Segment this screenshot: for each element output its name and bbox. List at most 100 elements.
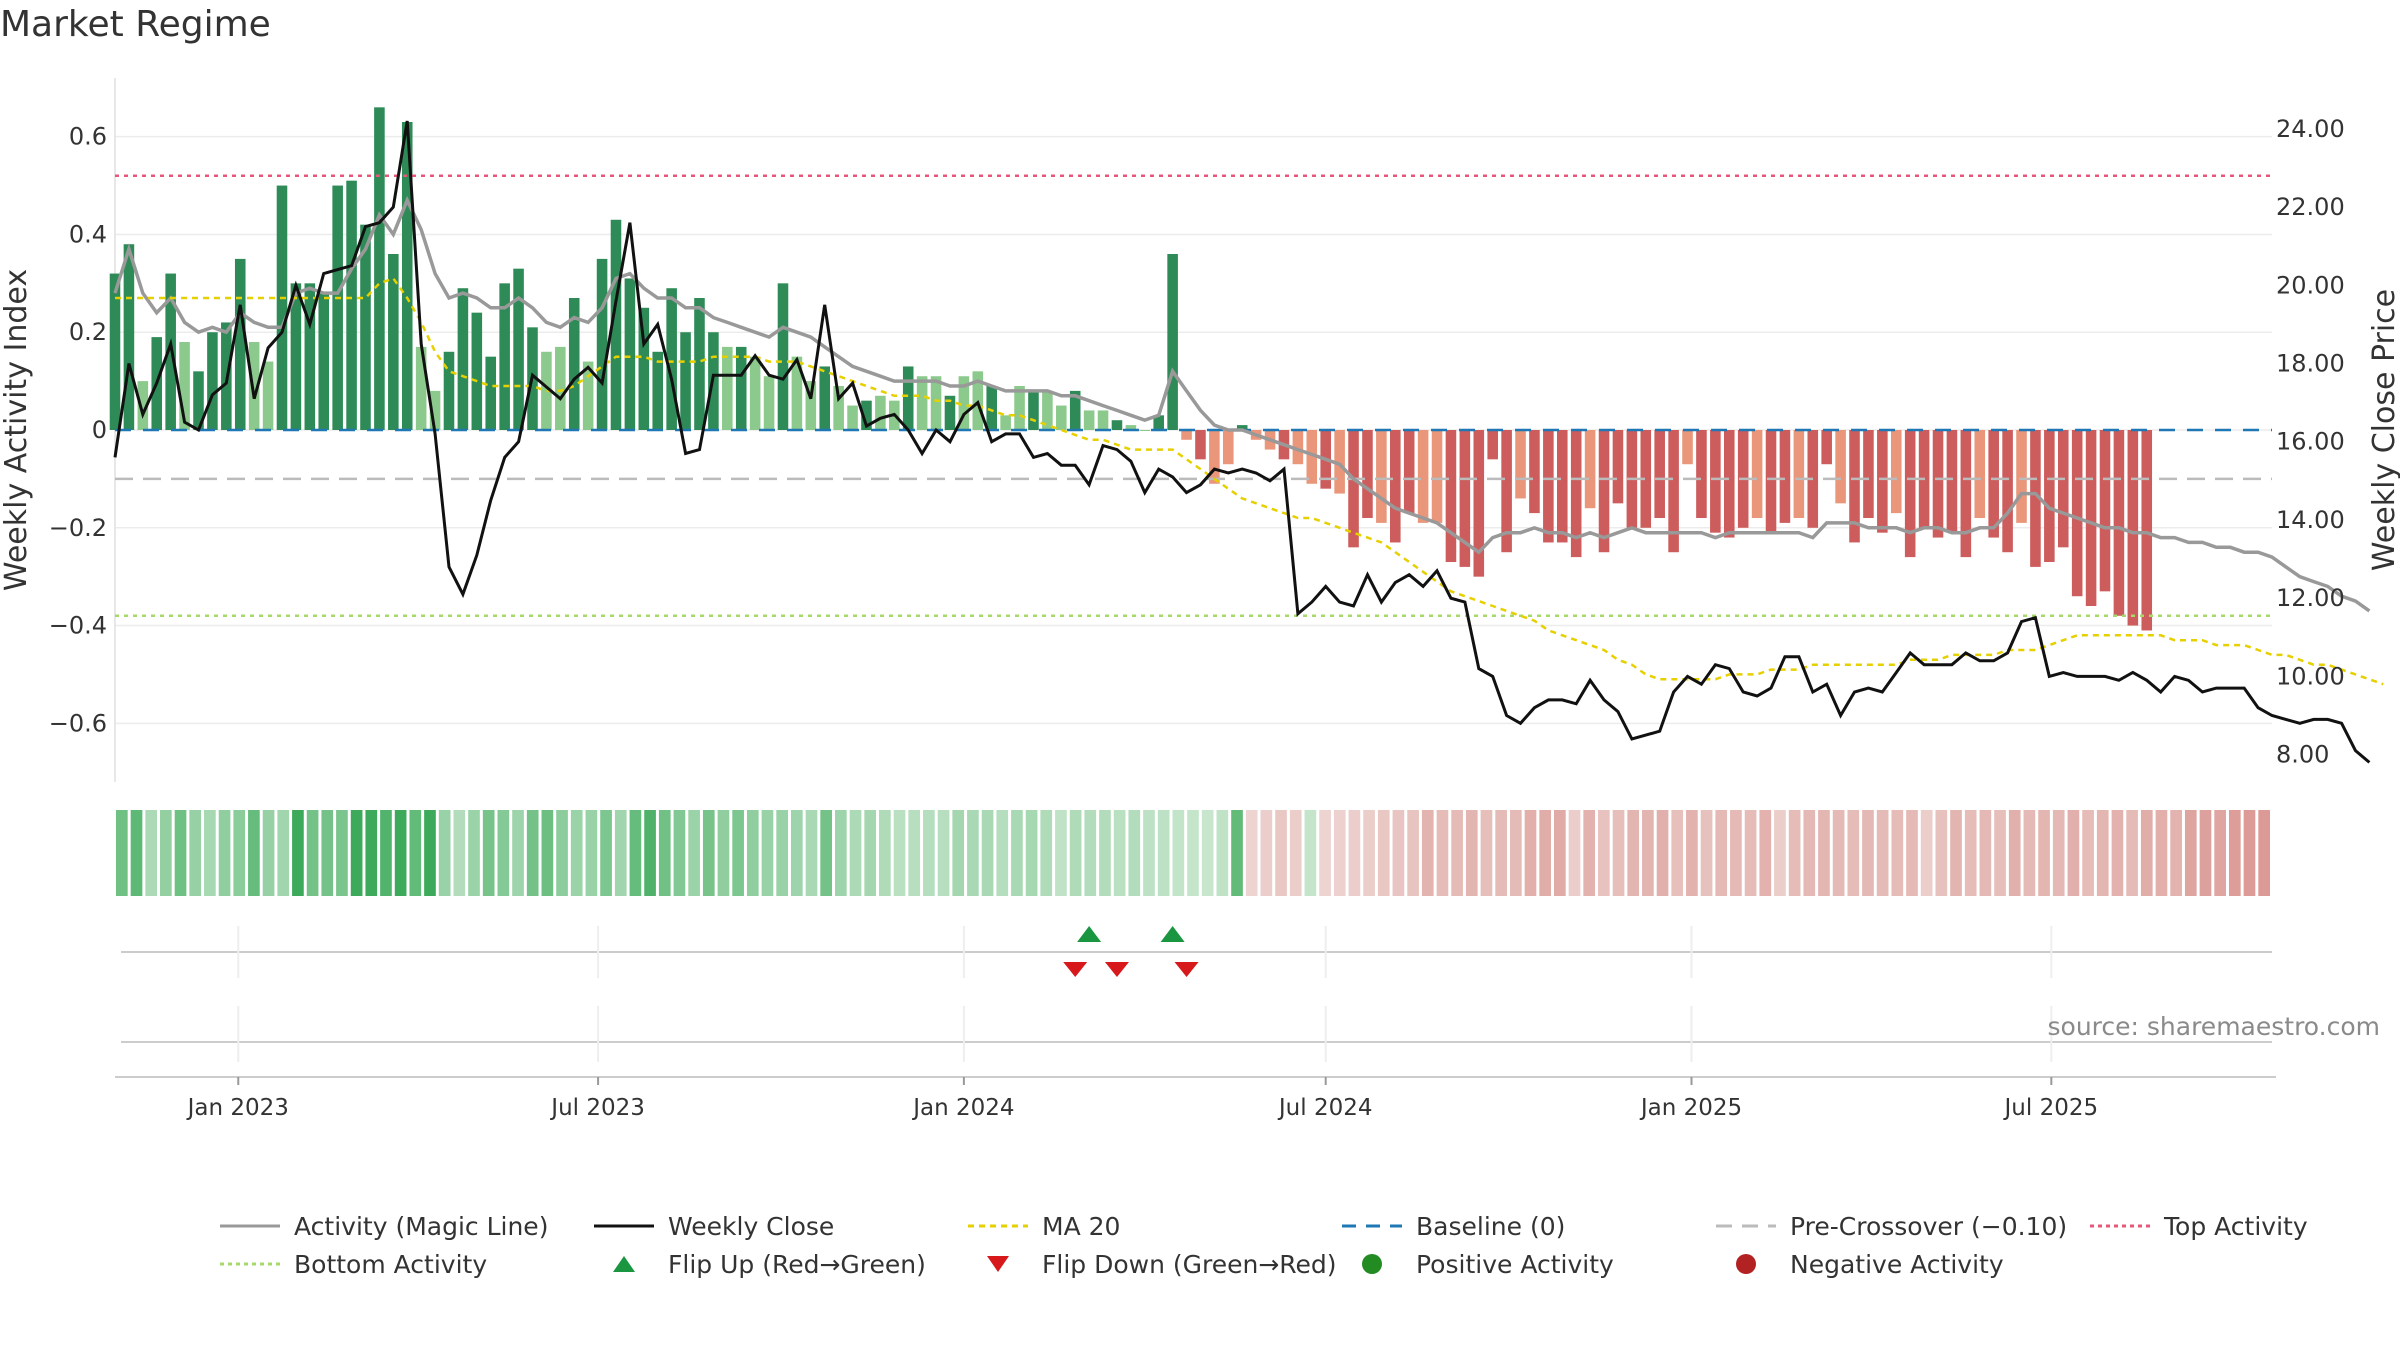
activity-bar [1793, 430, 1805, 518]
regime-strip-cell [1421, 810, 1434, 896]
regime-strip-cell [937, 810, 950, 896]
regime-strip-cell [1964, 810, 1977, 896]
activity-bar [1028, 390, 1039, 430]
regime-strip-cell [394, 810, 407, 896]
regime-strip-cell [2170, 810, 2182, 896]
activity-bar [596, 258, 608, 430]
x-tick-label: Jan 2023 [186, 1095, 289, 1121]
legend-swatch-bottom-activity [220, 1254, 280, 1274]
regime-strip-cell [189, 810, 202, 896]
regime-strip-cell [1201, 810, 1214, 896]
regime-strip-cell [1671, 810, 1684, 896]
activity-bar [1570, 430, 1582, 558]
regime-strip-cell [1040, 810, 1053, 896]
regime-strip-cell [835, 810, 847, 896]
activity-bar [833, 386, 844, 430]
regime-strip-cell [585, 810, 598, 896]
regime-strip-cell [174, 810, 187, 896]
regime-strip-cell [277, 810, 290, 896]
regime-strip-cell [116, 810, 128, 896]
chart-title: Market Regime [0, 4, 271, 45]
legend-item-ma20: MA 20 [968, 1208, 1120, 1244]
legend-swatch-pre-crossover [1716, 1216, 1776, 1236]
legend-label-flip-down: Flip Down (Green→Red) [1042, 1249, 1337, 1279]
regime-strip-cell [438, 810, 451, 896]
regime-strip-cell [1275, 810, 1287, 896]
triangle-up-icon [594, 1254, 654, 1274]
activity-bar [1125, 425, 1137, 430]
activity-bar [1334, 430, 1345, 494]
x-tick-label: Jan 2024 [911, 1095, 1014, 1121]
activity-bar [1111, 420, 1123, 430]
right-tick-label: 18.00 [2276, 350, 2345, 378]
activity-bar [2141, 430, 2153, 631]
regime-strip-cell [1818, 810, 1830, 896]
activity-bar [248, 342, 260, 430]
source-note: source: sharemaestro.com [2047, 1012, 2381, 1041]
regime-strip-cell [1289, 810, 1302, 896]
regime-strip-cell [996, 810, 1009, 896]
activity-bar [485, 356, 497, 430]
regime-strip-cell [1642, 810, 1654, 896]
activity-bar [1195, 430, 1206, 460]
regime-strip-cell [1084, 810, 1097, 896]
regime-strip-cell [1304, 810, 1317, 896]
activity-bar [332, 185, 343, 430]
activity-bar [1083, 410, 1095, 430]
legend-item-magic-line: Activity (Magic Line) [220, 1208, 548, 1244]
regime-strip-cell [923, 810, 935, 896]
regime-strip-cell [1583, 810, 1596, 896]
regime-strip-cell [908, 810, 921, 896]
regime-strip-cell [658, 810, 671, 896]
regime-strip-cell [2082, 810, 2094, 896]
activity-bar [2002, 430, 2013, 553]
legend-item-positive-activity: Positive Activity [1342, 1246, 1614, 1282]
activity-bar [207, 332, 218, 430]
activity-bar [791, 356, 803, 430]
regime-strip-cell [864, 810, 877, 896]
regime-strip-cell [2096, 810, 2109, 896]
regime-strip-cell [1348, 810, 1361, 896]
regime-strip-cell [893, 810, 906, 896]
activity-bar [582, 361, 594, 430]
activity-bar [749, 356, 761, 430]
activity-bar [1376, 430, 1387, 523]
regime-strip-cell [1025, 810, 1038, 896]
regime-strip-cell [2052, 810, 2065, 896]
activity-bar [513, 268, 524, 430]
activity-bar [290, 283, 302, 430]
activity-bar [1292, 430, 1304, 465]
activity-bar [193, 371, 204, 430]
activity-bar [1988, 430, 1999, 538]
regime-strip-cell [2199, 810, 2212, 896]
regime-strip-cell [1260, 810, 1273, 896]
activity-bar [1403, 430, 1415, 514]
regime-strip-cell [967, 810, 979, 896]
left-tick-label: −0.2 [49, 514, 107, 542]
regime-strip-cell [2184, 810, 2197, 896]
right-tick-label: 24.00 [2276, 115, 2345, 143]
regime-strip-cell [2111, 810, 2124, 896]
regime-strip-cell [1055, 810, 1067, 896]
regime-strip-cell [717, 810, 730, 896]
activity-bar [1390, 430, 1401, 543]
activity-bar [916, 376, 928, 430]
regime-strip-cell [512, 810, 524, 896]
activity-bar [680, 332, 691, 430]
activity-bar [262, 361, 274, 430]
regime-strip-cell [1157, 810, 1170, 896]
activity-bar [109, 273, 121, 430]
flip-down-marker [1063, 962, 1088, 977]
regime-strip-cell [2008, 810, 2021, 896]
activity-bar [541, 351, 552, 430]
activity-bar [958, 376, 970, 430]
activity-bar [1417, 430, 1429, 523]
activity-bar [624, 278, 636, 430]
regime-strip-cell [1598, 810, 1610, 896]
regime-strip-cell [1465, 810, 1478, 896]
x-tick-label: Jan 2025 [1639, 1095, 1742, 1121]
regime-strip-cell [1627, 810, 1640, 896]
activity-bar [1612, 430, 1624, 504]
regime-strip-cell [1920, 810, 1933, 896]
regime-strip-cell [688, 810, 700, 896]
